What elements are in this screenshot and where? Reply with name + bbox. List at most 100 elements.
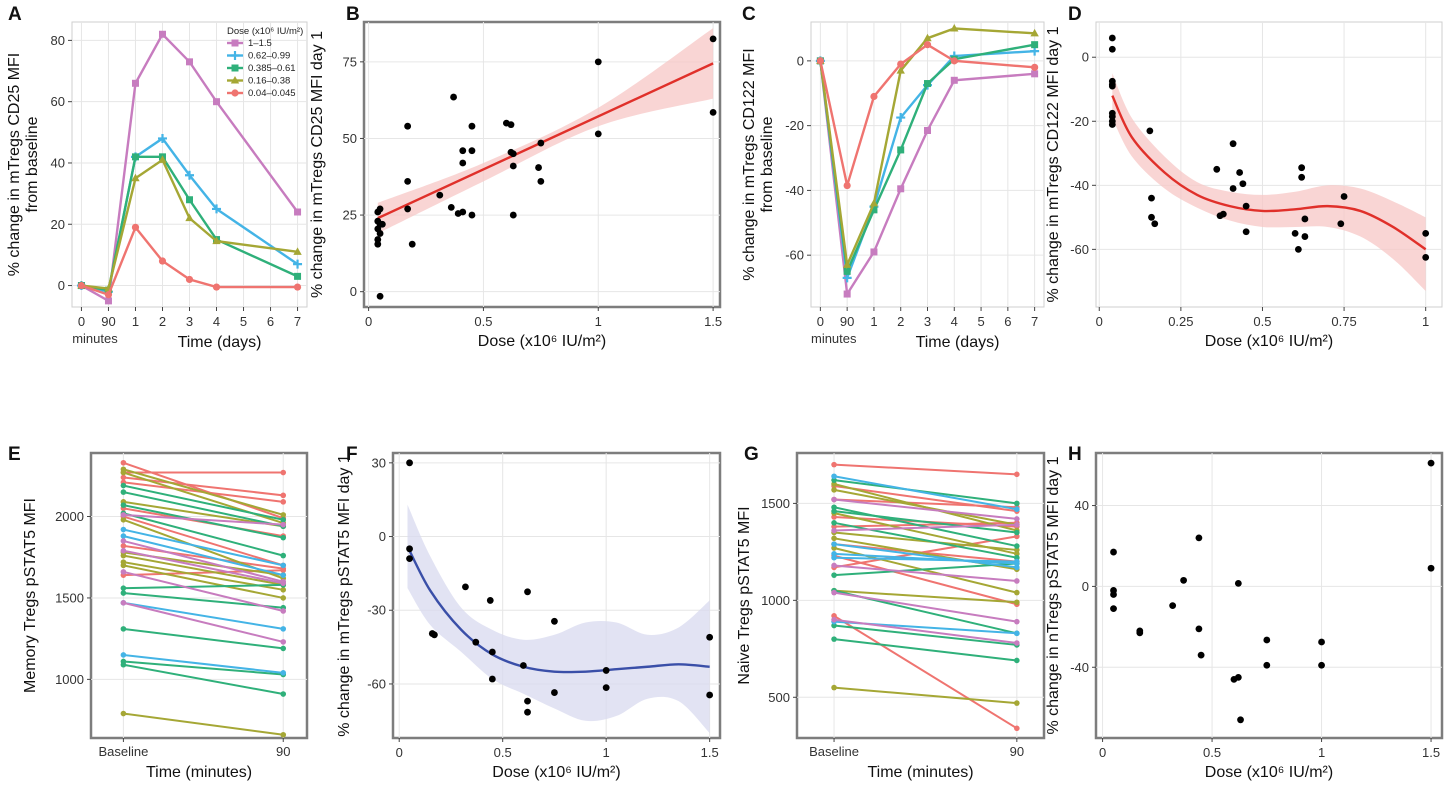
legend-entry: 0.385–0.61	[248, 63, 296, 74]
panel-G-x-tick-label: Baseline	[809, 744, 859, 759]
panel-F-point	[602, 684, 610, 692]
panel-G-pair-line	[833, 638, 1017, 662]
panel-B-point	[447, 204, 455, 211]
panel-H-y-tick-label: 40	[1075, 498, 1089, 513]
panel-E-pair-line	[123, 468, 284, 516]
panel-F-y-tick-label: -30	[367, 603, 386, 618]
panel-D-point	[1108, 34, 1116, 42]
panel-C-point	[923, 33, 932, 42]
panel-C-point	[870, 248, 878, 256]
panel-E-point	[280, 499, 287, 505]
panel-B-y-tick-label: 75	[343, 54, 357, 69]
panel-B-point	[594, 130, 602, 138]
panel-A-label: A	[8, 4, 22, 25]
panel-B-point	[709, 109, 717, 116]
panel-F-x-tick-label: 0	[396, 745, 403, 760]
panel-B-point	[537, 139, 545, 147]
panel-F-point	[551, 617, 558, 625]
panel-G-point	[1014, 471, 1020, 478]
panel-D-x-tick-label: 0.75	[1331, 314, 1356, 329]
panel-H-y-axis-label: % change in nTregs pSTAT5 MFI day 1	[1045, 456, 1062, 734]
panel-C-point	[897, 185, 905, 193]
panel-C-x-tick-label: 4	[951, 314, 958, 329]
panel-B-label: B	[346, 4, 360, 25]
panel-C-point	[1031, 63, 1039, 71]
panel-E-pair-line	[123, 491, 284, 528]
panel-E-point	[280, 521, 287, 528]
panel-G-y-tick-label: 1500	[761, 496, 790, 511]
panel-G-pair-line	[833, 543, 1017, 569]
panel-C-y-axis-label-2: from baseline	[759, 116, 776, 212]
panel-H-label: H	[1068, 444, 1082, 465]
panel-E-point	[280, 534, 287, 541]
panel-B-x-axis-label: Dose (x10⁶ IU/m²)	[478, 333, 606, 350]
panel-G-y-tick-label: 1000	[761, 593, 790, 608]
panel-G-point	[831, 481, 837, 487]
panel-D-x-tick-label: 0.5	[1253, 314, 1271, 329]
panel-A-x-tick-label: 2	[159, 314, 166, 329]
panel-D-point	[1422, 229, 1430, 237]
panel-B-fit-line	[377, 62, 714, 220]
panel-E-point	[120, 482, 127, 489]
panel-A-point	[104, 291, 113, 299]
panel-A-x-tick-label: 5	[240, 314, 247, 329]
panel-F-x-tick-label: 0.5	[494, 745, 512, 760]
panel-E-pair-line	[123, 583, 284, 590]
panel-F-x-tick-label: 1.5	[701, 745, 719, 760]
panel-B-x-tick-label: 0	[365, 314, 372, 329]
panel-B-point	[408, 240, 416, 248]
panel-E-point	[120, 585, 127, 591]
panel-A-point	[293, 247, 302, 255]
panel-E-point	[120, 512, 127, 518]
panel-F-point	[524, 588, 531, 596]
panel-E-pair-line	[123, 504, 284, 539]
panel-E-pair-line	[123, 554, 284, 586]
panel-B-point	[509, 162, 517, 170]
panel-E-point	[120, 569, 127, 575]
panel-E-point	[120, 516, 127, 523]
panel-E-point	[280, 469, 287, 476]
legend-entry: 0.62–0.99	[248, 51, 290, 62]
panel-E-point	[120, 562, 127, 569]
panel-E-pair-line	[123, 515, 284, 567]
panel-D-point	[1340, 193, 1348, 200]
panel-C-label: C	[742, 4, 756, 25]
panel-G-point	[1014, 700, 1020, 706]
panel-B-point	[468, 211, 476, 219]
panel-D-point	[1236, 169, 1244, 176]
panel-G-point	[831, 535, 837, 542]
panel-D-point	[1294, 245, 1302, 253]
panel-C-x-tick-label: 1	[870, 314, 877, 329]
panel-E-point	[280, 492, 287, 499]
panel-B-point	[709, 35, 717, 43]
panel-E-point	[280, 639, 287, 645]
panel-D-y-axis-label: % change in mTregs CD122 MFI day 1	[1045, 26, 1062, 302]
panel-A-point	[185, 275, 194, 284]
panel-G-pair-line	[833, 475, 1018, 511]
panel-D-point	[1242, 202, 1250, 210]
panel-H-point	[1169, 602, 1177, 610]
panel-G-point	[831, 684, 837, 691]
panel-A-point	[230, 76, 240, 84]
panel-C-point	[950, 57, 958, 65]
panel-D-point	[1148, 213, 1155, 221]
panel-G-point	[1014, 554, 1020, 561]
panel-G-y-tick-label: 500	[768, 690, 790, 705]
panel-A-point	[294, 272, 302, 280]
panel-G-pair-line	[833, 510, 1017, 534]
panel-D-point	[1229, 185, 1237, 192]
panel-F-point	[488, 675, 496, 683]
panel-H-point	[1318, 638, 1325, 646]
panel-G-pair-line	[833, 562, 1017, 577]
panel-C-point	[870, 92, 878, 101]
panel-D-point	[1108, 113, 1116, 120]
panel-H-point	[1136, 629, 1144, 637]
panel-A-point	[131, 79, 139, 87]
panel-H-point	[1234, 673, 1242, 681]
panel-E-point	[120, 526, 127, 533]
panel-E-point	[280, 731, 287, 738]
panel-E-x-axis-label: Time (minutes)	[146, 764, 252, 781]
panel-G-pair-line	[833, 624, 1017, 646]
panel-B-y-tick-label: 50	[343, 131, 357, 146]
panel-G-point	[1014, 551, 1020, 557]
